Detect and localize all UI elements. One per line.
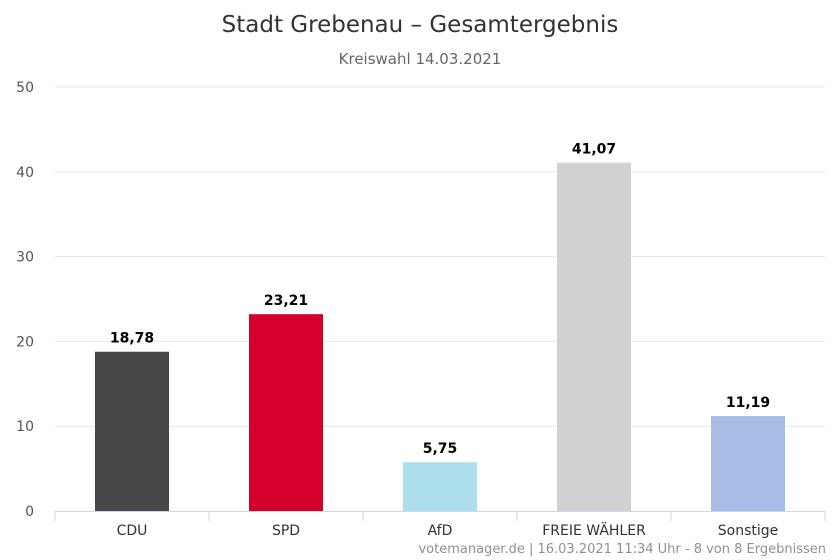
x-tick-label: SPD (272, 523, 300, 539)
data-label: 41,07 (572, 142, 616, 158)
x-tick-label: FREIE WÄHLER (542, 521, 646, 539)
y-tick-label: 10 (16, 419, 34, 435)
chart-subtitle: Kreiswahl 14.03.2021 (339, 50, 502, 68)
bar (403, 462, 477, 511)
bar (249, 314, 323, 511)
bar (95, 351, 169, 511)
gridlines: 0 10 20 30 40 50 (16, 80, 825, 520)
x-tick-label: AfD (428, 523, 453, 539)
data-label: 18,78 (110, 331, 154, 347)
bar (557, 162, 631, 512)
data-labels: 18,78 23,21 5,75 41,07 11,19 (110, 142, 770, 458)
x-tick-label: CDU (117, 523, 148, 539)
data-label: 23,21 (264, 293, 308, 309)
y-tick-label: 40 (16, 165, 34, 181)
bars (95, 162, 785, 512)
y-tick-label: 30 (16, 250, 34, 266)
x-tick-label: Sonstige (718, 523, 779, 539)
credits-text: votemanager.de | 16.03.2021 11:34 Uhr - … (418, 542, 826, 557)
bar (711, 416, 785, 511)
y-tick-label: 20 (16, 334, 34, 350)
y-tick-label: 50 (16, 80, 34, 96)
y-tick-label: 0 (25, 504, 34, 520)
data-label: 11,19 (726, 395, 770, 411)
data-label: 5,75 (423, 441, 458, 457)
x-axis: CDU SPD AfD FREIE WÄHLER Sonstige (54, 511, 826, 539)
chart-title: Stadt Grebenau – Gesamtergebnis (222, 12, 619, 38)
